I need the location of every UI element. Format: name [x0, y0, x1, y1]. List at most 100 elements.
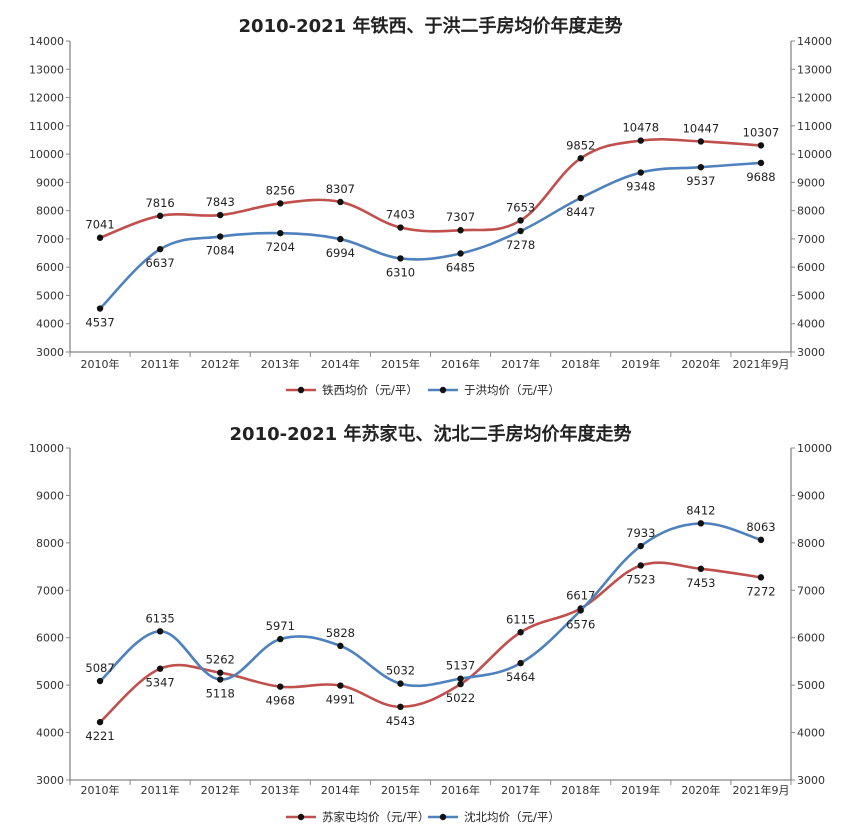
c2-data-point-0: [637, 562, 644, 569]
c2-data-point-1: [96, 677, 104, 685]
c2-x-tick-label: 2013年: [261, 783, 300, 797]
c2-data-label-0: 4543: [386, 714, 415, 728]
c1-y-tick-label-right: 14000: [797, 35, 832, 48]
c2-data-label-1: 6576: [566, 617, 595, 631]
c2-data-label-0: 4968: [266, 694, 295, 708]
c2-y-tick-label-left: 10000: [29, 442, 64, 455]
c2-series-line-1: [99, 522, 762, 688]
c1-data-label-0: 10447: [683, 121, 720, 135]
c2-x-tick-label: 2016年: [441, 783, 480, 797]
c1-data-point-0: [757, 142, 765, 149]
c1-data-label-1: 9688: [746, 170, 775, 184]
c2-y-tick-label-left: 3000: [36, 774, 64, 787]
c2-data-point-0: [156, 665, 164, 672]
c1-data-point-1: [517, 227, 524, 235]
c2-x-tick-label: 2021年9月: [732, 783, 789, 797]
c1-data-label-1: 6485: [446, 260, 475, 274]
c1-data-label-1: 6994: [326, 246, 355, 260]
c2-data-label-0: 6617: [566, 588, 595, 602]
c1-data-label-1: 7204: [266, 240, 295, 254]
c2-title: 2010-2021 年苏家屯、沈北二手房均价年度走势: [230, 423, 632, 445]
c1-x-tick-label: 2018年: [561, 357, 600, 371]
c1-series-line-1: [99, 161, 762, 310]
c1-data-point-1: [697, 163, 705, 171]
c2-legend-marker-1: [439, 813, 447, 821]
c2-data-label-0: 6115: [506, 612, 535, 626]
c1-data-point-1: [457, 250, 464, 257]
c2-data-point-0: [277, 683, 284, 690]
c2-x-tick-label: 2010年: [81, 783, 120, 797]
c2-data-point-1: [577, 607, 584, 614]
c1-data-label-0: 7653: [506, 200, 535, 214]
c2-data-point-0: [517, 629, 524, 636]
c2-data-point-0: [217, 669, 224, 676]
c1-y-tick-label-right: 6000: [797, 261, 825, 274]
c2-data-point-1: [457, 675, 464, 682]
c2-data-label-1: 8063: [746, 520, 775, 534]
c2-x-tick-label: 2011年: [141, 783, 180, 797]
c2-x-tick-label: 2015年: [381, 783, 420, 797]
c2-data-label-1: 8412: [686, 503, 715, 517]
c2-data-label-1: 5828: [326, 626, 355, 640]
c2-y-tick-label-left: 6000: [36, 632, 64, 645]
c2-data-label-1: 5971: [266, 619, 295, 633]
c1-x-tick-label: 2021年9月: [732, 357, 789, 371]
c1-y-tick-label-right: 5000: [797, 289, 825, 302]
c1-y-tick-label-left: 11000: [29, 120, 64, 133]
c2-y-tick-label-left: 4000: [36, 727, 64, 740]
c1-data-point-0: [697, 138, 705, 145]
c2-data-label-1: 7933: [626, 526, 655, 540]
c1-data-label-1: 7084: [206, 244, 235, 258]
c2-y-tick-label-right: 9000: [797, 489, 825, 502]
c1-x-tick-label: 2015年: [381, 357, 420, 371]
c1-y-tick-label-right: 11000: [797, 120, 832, 133]
c1-y-tick-label-left: 8000: [36, 205, 64, 218]
c2-legend-label-1: 沈北均价（元/平）: [464, 810, 560, 824]
c1-y-tick-label-right: 4000: [797, 318, 825, 331]
c1-data-point-0: [277, 200, 284, 207]
c1-data-label-0: 7403: [386, 208, 415, 222]
c2-series-line-0: [99, 561, 762, 724]
c1-legend-marker-1: [439, 386, 447, 394]
c2-data-point-0: [457, 680, 464, 688]
c2-data-point-1: [337, 642, 344, 650]
c2-data-label-0: 7453: [686, 576, 715, 590]
c2-data-label-1: 6135: [145, 611, 174, 625]
c2-y-tick-label-left: 7000: [36, 584, 64, 597]
c2-data-label-0: 5262: [206, 653, 235, 667]
c2-data-label-0: 5022: [446, 691, 475, 705]
c1-data-point-1: [337, 235, 344, 243]
c1-data-label-1: 6310: [386, 265, 415, 279]
c2-y-tick-label-left: 8000: [36, 537, 64, 550]
c2-data-point-1: [156, 628, 164, 635]
c2-y-tick-label-left: 5000: [36, 679, 64, 692]
c1-y-tick-label-right: 13000: [797, 63, 832, 76]
c1-data-label-1: 4537: [85, 316, 114, 330]
c1-title: 2010-2021 年铁西、于洪二手房均价年度走势: [239, 15, 623, 37]
c1-data-label-0: 7041: [85, 218, 114, 232]
c1-data-point-0: [637, 137, 644, 144]
c1-y-tick-label-right: 8000: [797, 205, 825, 218]
c1-y-tick-label-right: 12000: [797, 92, 832, 105]
c2-data-label-0: 4991: [326, 693, 355, 707]
c2-x-tick-label: 2017年: [501, 783, 540, 797]
c2-x-tick-label: 2012年: [201, 783, 240, 797]
c2-data-label-0: 5347: [145, 676, 174, 690]
c2-data-label-1: 5464: [506, 670, 535, 684]
chart-sujiatun-shenbei: 2010-2021 年苏家屯、沈北二手房均价年度走势 3000 3000 4000 40…: [29, 423, 832, 824]
c2-data-label-0: 4221: [85, 729, 114, 743]
c2-data-label-1: 5087: [85, 661, 114, 675]
c1-data-point-0: [156, 212, 164, 220]
c1-data-label-1: 9348: [626, 180, 655, 194]
c1-y-tick-label-left: 12000: [29, 92, 64, 105]
c2-x-tick-label: 2020年: [681, 783, 720, 797]
c2-y-tick-label-right: 7000: [797, 584, 825, 597]
c2-data-point-1: [697, 520, 705, 527]
c2-legend-label-0: 苏家屯均价（元/平）: [322, 810, 429, 824]
c1-y-tick-label-left: 4000: [36, 318, 64, 331]
c1-y-tick-label-left: 14000: [29, 35, 64, 48]
c1-data-point-0: [397, 224, 404, 231]
c1-legend-marker-0: [297, 386, 305, 394]
c2-data-point-1: [397, 680, 404, 687]
c1-x-tick-label: 2010年: [81, 357, 120, 371]
